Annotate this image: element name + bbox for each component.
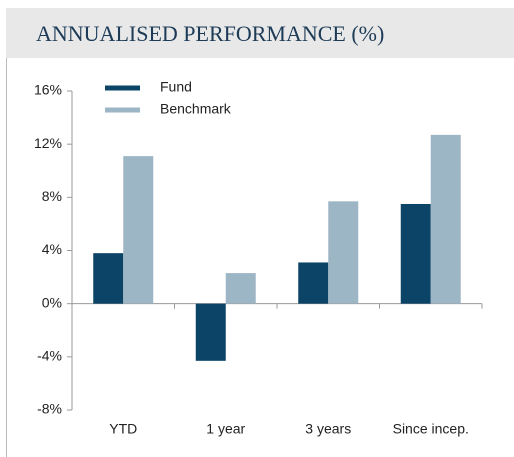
y-tick-label: 16% bbox=[34, 82, 62, 98]
y-tick-label: 12% bbox=[34, 135, 62, 151]
bar bbox=[225, 273, 256, 304]
legend-label: Fund bbox=[160, 79, 192, 95]
bar bbox=[123, 156, 154, 304]
y-tick-label: -4% bbox=[37, 348, 62, 364]
x-tick-label: Since incep. bbox=[393, 421, 469, 437]
y-tick-label: -8% bbox=[37, 401, 62, 417]
x-tick-label: YTD bbox=[109, 421, 137, 437]
bar bbox=[93, 253, 124, 304]
bar bbox=[195, 303, 226, 361]
y-tick-label: 4% bbox=[42, 241, 62, 257]
bar bbox=[328, 201, 359, 304]
legend-label: Benchmark bbox=[160, 101, 232, 117]
bar bbox=[400, 203, 431, 304]
y-tick-label: 8% bbox=[42, 188, 62, 204]
x-tick-label: 3 years bbox=[305, 421, 351, 437]
header-band bbox=[6, 8, 514, 58]
x-tick-label: 1 year bbox=[206, 421, 245, 437]
y-tick-label: 0% bbox=[42, 294, 62, 310]
chart-title: ANNUALISED PERFORMANCE (%) bbox=[36, 21, 384, 46]
bar bbox=[298, 262, 329, 304]
bar bbox=[430, 134, 461, 304]
